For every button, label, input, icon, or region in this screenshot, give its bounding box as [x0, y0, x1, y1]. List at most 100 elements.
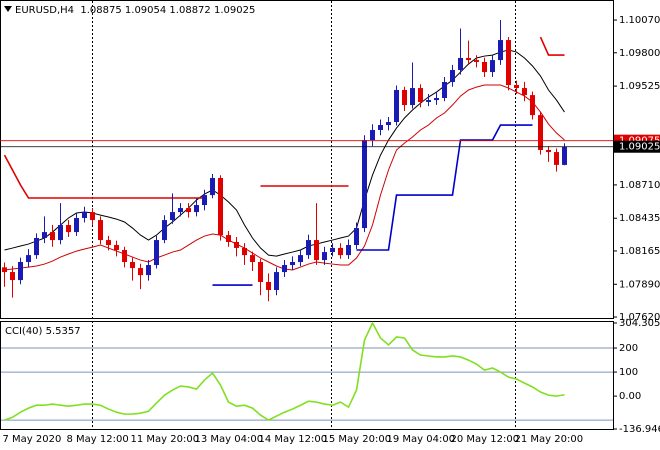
x-tick-label: 20 May 12:00	[451, 434, 520, 445]
candle-body	[466, 58, 471, 61]
candle-body	[98, 220, 103, 241]
candle-body	[386, 122, 391, 126]
candle-body	[482, 62, 487, 73]
candle-body	[194, 205, 199, 213]
x-tick-label: 7 May 2020	[3, 434, 62, 445]
indicator-line	[3, 36, 565, 199]
y-tick-label: 1.09800	[619, 48, 660, 59]
candle-body	[210, 178, 215, 196]
candle-body	[370, 130, 375, 141]
candle-body	[306, 240, 311, 256]
candle-body	[82, 212, 87, 218]
y-tick-label: 304.3059	[619, 318, 660, 329]
y-tick-label: 100	[619, 367, 638, 378]
candle-body	[26, 255, 31, 262]
candle-body	[394, 90, 399, 122]
candle-body	[530, 95, 535, 116]
x-tick-label: 13 May 04:00	[195, 434, 264, 445]
candle-body	[106, 240, 111, 246]
candle-body	[130, 262, 135, 269]
x-tick-label: 14 May 12:00	[259, 434, 328, 445]
candle-body	[426, 100, 431, 102]
candle-body	[498, 40, 503, 61]
candle-body	[42, 232, 47, 238]
indicator-line	[212, 124, 533, 286]
y-tick-label: 200	[619, 343, 638, 354]
candle-body	[290, 262, 295, 266]
candle-body	[562, 146, 567, 165]
candle-body	[242, 247, 247, 256]
candle-body	[298, 255, 303, 262]
y-tick-label: -136.9469	[619, 424, 660, 435]
candle-body	[218, 178, 223, 236]
candle-body	[522, 88, 527, 96]
candle-body	[66, 225, 71, 233]
candle-body	[58, 225, 63, 241]
candle-body	[506, 40, 511, 86]
candle-body	[90, 212, 95, 221]
candle-body	[202, 195, 207, 206]
candle-body	[514, 85, 519, 89]
candle-body	[410, 88, 415, 106]
candle-body	[546, 150, 551, 153]
main-panel-frame	[0, 0, 614, 319]
candle-body	[178, 208, 183, 213]
candle-body	[442, 82, 447, 98]
candle-body	[554, 152, 559, 165]
candle-body	[170, 212, 175, 221]
candle-body	[450, 70, 455, 82]
x-tick-label: 19 May 04:00	[387, 434, 456, 445]
separators	[92, 1, 516, 429]
candle-body	[122, 250, 127, 262]
x-tick-label: 15 May 20:00	[323, 434, 392, 445]
candle-body	[250, 255, 255, 262]
candle-body	[50, 232, 55, 241]
candle-body	[186, 208, 191, 213]
candle-body	[266, 282, 271, 290]
candle-body	[114, 245, 119, 250]
candle-body	[18, 262, 23, 281]
x-tick-label: 11 May 20:00	[131, 434, 200, 445]
y-tick-label: 1.08435	[619, 213, 660, 224]
price-label-box	[614, 140, 660, 153]
candle-body	[258, 262, 263, 282]
y-tick-label: 1.09525	[619, 81, 660, 92]
x-tick-label: 21 May 20:00	[515, 434, 584, 445]
candle-body	[538, 115, 543, 150]
menu-arrow[interactable]	[4, 6, 12, 12]
candle-body	[162, 220, 167, 241]
x-tick-label: 8 May 12:00	[67, 434, 129, 445]
candle-body	[234, 242, 239, 248]
candle-body	[458, 58, 463, 70]
candle-body	[330, 247, 335, 253]
candle-body	[434, 98, 439, 101]
y-tick-label: 1.08165	[619, 246, 660, 257]
candle-body	[154, 240, 159, 266]
candle-body	[138, 268, 143, 276]
y-tick-label: 1.08710	[619, 180, 660, 191]
candle-body	[34, 238, 39, 256]
candle-body	[146, 265, 151, 276]
candle-body	[74, 218, 79, 233]
candle-body	[274, 272, 279, 290]
candle-body	[314, 240, 319, 261]
y-tick-label: 0.00	[619, 391, 641, 402]
candle-body	[490, 60, 495, 73]
candle-body	[2, 267, 7, 273]
indicator-title: CCI(40) 5.5357	[5, 326, 81, 337]
indicator-line	[4, 49, 565, 257]
cci-panel-frame	[0, 321, 614, 430]
candle-body	[226, 235, 231, 242]
candle-body	[378, 125, 383, 130]
candle-body	[474, 60, 479, 62]
y-tick-label: 1.07620	[619, 312, 660, 323]
y-tick-label: 1.10070	[619, 15, 660, 26]
cci-line	[4, 321, 565, 422]
candle-body	[10, 272, 15, 281]
candle-body	[282, 265, 287, 273]
candle-body	[418, 88, 423, 102]
candle-body	[402, 90, 407, 106]
chart-title: EURUSD,H4 1.08875 1.09054 1.08872 1.0902…	[15, 5, 255, 16]
